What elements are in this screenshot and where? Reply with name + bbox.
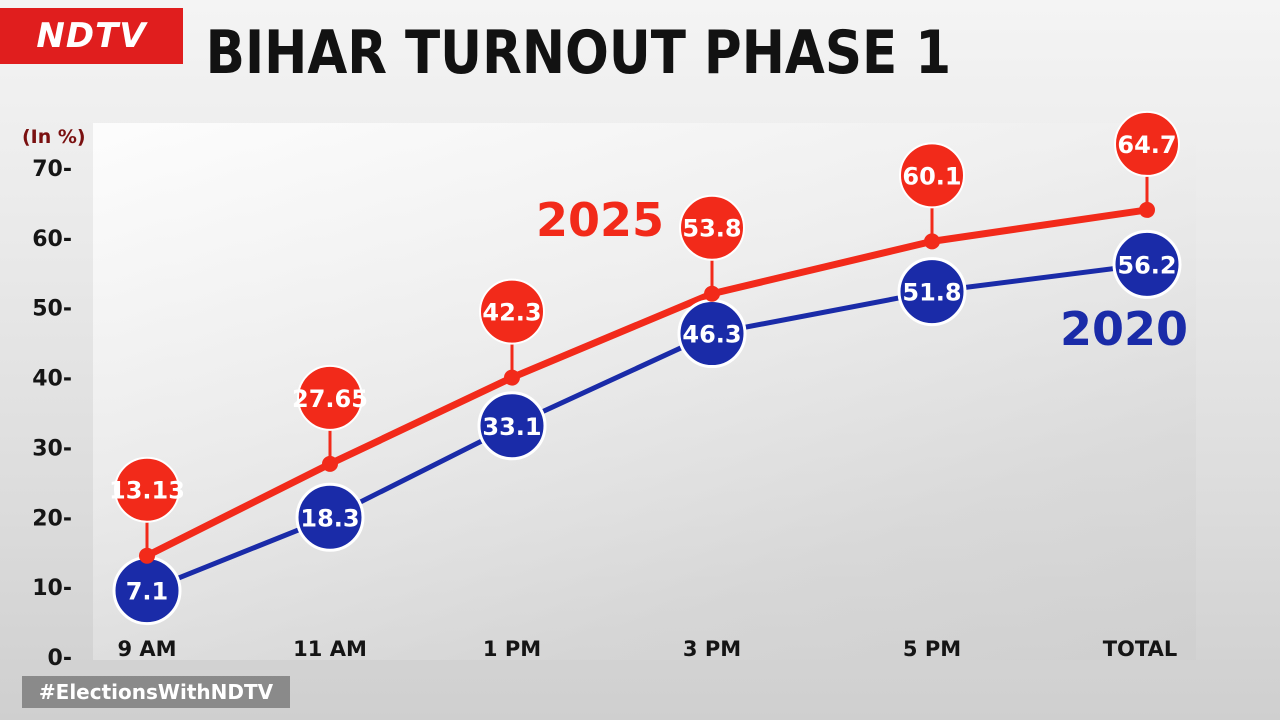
- plot-area: [93, 123, 1196, 660]
- page-title: BIHAR TURNOUT PHASE 1: [205, 18, 952, 88]
- marker-2020-circle: [897, 257, 967, 327]
- marker-2020-circle: [295, 482, 365, 552]
- line-2025: [143, 206, 1151, 560]
- series-label-2025: 2025: [536, 193, 664, 247]
- marker-2020: 18.3: [295, 482, 365, 552]
- marker-2025-bubble: [899, 142, 965, 209]
- marker-2020: 56.2: [1112, 229, 1182, 299]
- y-tick-label: 50-: [32, 297, 72, 322]
- marker-2025-dot: [322, 455, 338, 472]
- marker-2025: 53.8: [679, 194, 745, 302]
- data-label-2020: 7.1: [126, 578, 169, 606]
- marker-2025-dot: [1139, 201, 1155, 218]
- marker-2025-dot: [504, 369, 520, 386]
- marker-2025-bubble: [114, 456, 180, 523]
- marker-2020: 33.1: [477, 391, 547, 461]
- series-labels: 2025 2020: [536, 193, 1188, 356]
- marker-2025-dot: [704, 285, 720, 302]
- hashtag-text: #ElectionsWithNDTV: [38, 680, 274, 704]
- marker-2020-circle: [477, 391, 547, 461]
- marker-2025: 27.65: [292, 364, 368, 472]
- marker-2025-bubble: [679, 194, 745, 261]
- data-label-2020: 56.2: [1117, 251, 1176, 279]
- x-tick-label: 3 PM: [683, 637, 741, 661]
- data-label-2025: 64.7: [1117, 131, 1176, 159]
- marker-2025: 42.3: [479, 278, 545, 386]
- y-axis: 0- 10- 20- 30- 40- 50- 60- 70-: [32, 157, 72, 671]
- x-tick-label: 9 AM: [117, 637, 176, 661]
- data-label-2025: 13.13: [109, 477, 185, 505]
- data-label-2025: 53.8: [682, 215, 741, 243]
- y-tick-label: 60-: [32, 227, 72, 252]
- series-label-2020: 2020: [1060, 302, 1188, 356]
- data-label-2020: 46.3: [682, 321, 741, 349]
- data-label-2020: 51.8: [902, 279, 961, 307]
- series-markers: 7.1 18.3 33.1 46.3 51.8 56.2 13.13 27.65 42.3 53.…: [109, 110, 1182, 626]
- x-tick-label: 1 PM: [483, 637, 541, 661]
- x-axis: 9 AM 11 AM 1 PM 3 PM 5 PM TOTAL: [117, 637, 1177, 661]
- marker-2025-bubble: [479, 278, 545, 345]
- marker-2025: 64.7: [1114, 110, 1180, 218]
- marker-2025-dot: [924, 233, 940, 250]
- marker-2025-bubble: [297, 364, 363, 431]
- marker-2025: 13.13: [109, 456, 185, 564]
- data-label-2025: 27.65: [292, 385, 368, 413]
- y-axis-unit-label: (In %): [22, 126, 86, 148]
- marker-2020: 46.3: [677, 299, 747, 369]
- y-tick-label: 30-: [32, 436, 72, 461]
- marker-2025: 60.1: [899, 142, 965, 250]
- y-tick-label: 10-: [32, 576, 72, 601]
- data-label-2025: 42.3: [482, 299, 541, 327]
- y-tick-label: 20-: [32, 506, 72, 531]
- data-label-2025: 60.1: [902, 162, 961, 190]
- x-tick-label: TOTAL: [1103, 637, 1178, 661]
- ndtv-logo: NDTV: [0, 8, 183, 64]
- line-2020: [144, 261, 1150, 594]
- hashtag-banner: #ElectionsWithNDTV: [22, 676, 290, 708]
- marker-2025-dot: [139, 547, 155, 564]
- x-tick-label: 11 AM: [293, 637, 367, 661]
- marker-2020: 7.1: [112, 556, 182, 626]
- y-tick-label: 40-: [32, 367, 72, 392]
- y-tick-label: 0-: [48, 646, 72, 671]
- marker-2025-bubble: [1114, 110, 1180, 177]
- logo-text: NDTV: [36, 16, 147, 56]
- data-label-2020: 18.3: [300, 504, 359, 532]
- marker-2020: 51.8: [897, 257, 967, 327]
- marker-2020-circle: [1112, 229, 1182, 299]
- x-tick-label: 5 PM: [903, 637, 961, 661]
- data-label-2020: 33.1: [482, 413, 541, 441]
- y-tick-label: 70-: [32, 157, 72, 182]
